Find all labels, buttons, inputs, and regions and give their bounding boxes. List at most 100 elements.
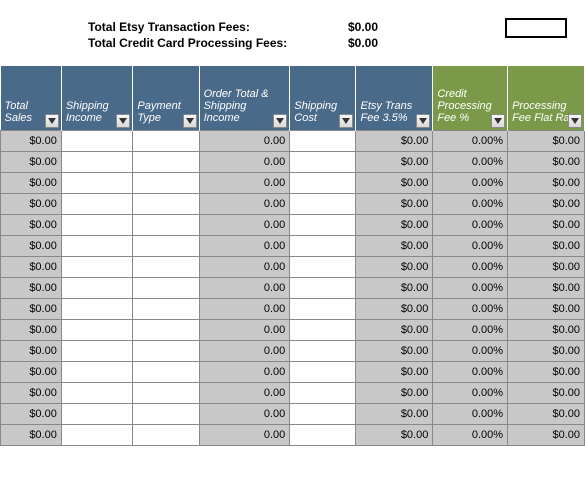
cell-total_sales[interactable]: $0.00 — [1, 361, 62, 382]
cell-order_total[interactable]: 0.00 — [199, 214, 290, 235]
filter-dropdown-icon[interactable] — [273, 114, 287, 128]
column-header-7[interactable]: Processing Fee Flat Rate — [508, 66, 585, 130]
cell-shipping_income[interactable] — [61, 214, 133, 235]
column-header-4[interactable]: Shipping Cost — [290, 66, 356, 130]
cell-total_sales[interactable]: $0.00 — [1, 256, 62, 277]
cell-cc_fee_flat[interactable]: $0.00 — [508, 319, 585, 340]
cell-cc_fee_flat[interactable]: $0.00 — [508, 424, 585, 445]
cell-total_sales[interactable]: $0.00 — [1, 151, 62, 172]
cell-order_total[interactable]: 0.00 — [199, 277, 290, 298]
cell-shipping_income[interactable] — [61, 277, 133, 298]
cell-shipping_cost[interactable] — [290, 403, 356, 424]
cell-cc_fee_flat[interactable]: $0.00 — [508, 361, 585, 382]
cell-total_sales[interactable]: $0.00 — [1, 193, 62, 214]
column-header-6[interactable]: Credit Processing Fee % — [433, 66, 508, 130]
column-header-0[interactable]: Total Sales — [1, 66, 62, 130]
cell-shipping_income[interactable] — [61, 340, 133, 361]
cell-shipping_income[interactable] — [61, 319, 133, 340]
cell-cc_fee_flat[interactable]: $0.00 — [508, 193, 585, 214]
cell-order_total[interactable]: 0.00 — [199, 256, 290, 277]
cell-order_total[interactable]: 0.00 — [199, 193, 290, 214]
cell-payment_type[interactable] — [133, 319, 199, 340]
cell-total_sales[interactable]: $0.00 — [1, 298, 62, 319]
cell-payment_type[interactable] — [133, 235, 199, 256]
filter-dropdown-icon[interactable] — [568, 114, 582, 128]
cell-etsy_fee[interactable]: $0.00 — [356, 361, 433, 382]
cell-payment_type[interactable] — [133, 151, 199, 172]
cell-shipping_income[interactable] — [61, 235, 133, 256]
cell-cc_fee_pct[interactable]: 0.00% — [433, 277, 508, 298]
cell-total_sales[interactable]: $0.00 — [1, 130, 62, 151]
cell-cc_fee_flat[interactable]: $0.00 — [508, 340, 585, 361]
filter-dropdown-icon[interactable] — [183, 114, 197, 128]
cell-total_sales[interactable]: $0.00 — [1, 214, 62, 235]
cell-payment_type[interactable] — [133, 424, 199, 445]
cell-shipping_cost[interactable] — [290, 382, 356, 403]
cell-payment_type[interactable] — [133, 382, 199, 403]
cell-shipping_cost[interactable] — [290, 361, 356, 382]
cell-cc_fee_pct[interactable]: 0.00% — [433, 340, 508, 361]
selected-cell-outline[interactable] — [505, 18, 567, 38]
cell-order_total[interactable]: 0.00 — [199, 298, 290, 319]
cell-shipping_cost[interactable] — [290, 340, 356, 361]
cell-payment_type[interactable] — [133, 214, 199, 235]
cell-shipping_cost[interactable] — [290, 235, 356, 256]
cell-cc_fee_flat[interactable]: $0.00 — [508, 298, 585, 319]
cell-payment_type[interactable] — [133, 403, 199, 424]
cell-payment_type[interactable] — [133, 172, 199, 193]
cell-payment_type[interactable] — [133, 130, 199, 151]
column-header-1[interactable]: Shipping Income — [61, 66, 133, 130]
cell-cc_fee_pct[interactable]: 0.00% — [433, 382, 508, 403]
cell-order_total[interactable]: 0.00 — [199, 235, 290, 256]
cell-etsy_fee[interactable]: $0.00 — [356, 424, 433, 445]
filter-dropdown-icon[interactable] — [45, 114, 59, 128]
cell-cc_fee_flat[interactable]: $0.00 — [508, 235, 585, 256]
cell-etsy_fee[interactable]: $0.00 — [356, 319, 433, 340]
cell-order_total[interactable]: 0.00 — [199, 172, 290, 193]
cell-shipping_income[interactable] — [61, 172, 133, 193]
cell-total_sales[interactable]: $0.00 — [1, 235, 62, 256]
cell-payment_type[interactable] — [133, 361, 199, 382]
cell-shipping_cost[interactable] — [290, 277, 356, 298]
cell-payment_type[interactable] — [133, 193, 199, 214]
cell-total_sales[interactable]: $0.00 — [1, 319, 62, 340]
cell-payment_type[interactable] — [133, 256, 199, 277]
cell-shipping_cost[interactable] — [290, 298, 356, 319]
cell-cc_fee_pct[interactable]: 0.00% — [433, 424, 508, 445]
cell-cc_fee_pct[interactable]: 0.00% — [433, 214, 508, 235]
cell-total_sales[interactable]: $0.00 — [1, 277, 62, 298]
cell-shipping_income[interactable] — [61, 361, 133, 382]
cell-cc_fee_flat[interactable]: $0.00 — [508, 277, 585, 298]
cell-shipping_cost[interactable] — [290, 214, 356, 235]
cell-etsy_fee[interactable]: $0.00 — [356, 382, 433, 403]
filter-dropdown-icon[interactable] — [491, 114, 505, 128]
cell-cc_fee_pct[interactable]: 0.00% — [433, 172, 508, 193]
cell-shipping_cost[interactable] — [290, 319, 356, 340]
cell-etsy_fee[interactable]: $0.00 — [356, 277, 433, 298]
cell-etsy_fee[interactable]: $0.00 — [356, 193, 433, 214]
cell-payment_type[interactable] — [133, 340, 199, 361]
cell-cc_fee_pct[interactable]: 0.00% — [433, 319, 508, 340]
cell-cc_fee_pct[interactable]: 0.00% — [433, 298, 508, 319]
cell-total_sales[interactable]: $0.00 — [1, 403, 62, 424]
cell-cc_fee_pct[interactable]: 0.00% — [433, 235, 508, 256]
cell-etsy_fee[interactable]: $0.00 — [356, 130, 433, 151]
cell-order_total[interactable]: 0.00 — [199, 130, 290, 151]
cell-cc_fee_pct[interactable]: 0.00% — [433, 130, 508, 151]
cell-shipping_income[interactable] — [61, 193, 133, 214]
cell-payment_type[interactable] — [133, 298, 199, 319]
cell-shipping_cost[interactable] — [290, 130, 356, 151]
cell-cc_fee_flat[interactable]: $0.00 — [508, 151, 585, 172]
cell-etsy_fee[interactable]: $0.00 — [356, 298, 433, 319]
cell-total_sales[interactable]: $0.00 — [1, 172, 62, 193]
cell-total_sales[interactable]: $0.00 — [1, 424, 62, 445]
cell-etsy_fee[interactable]: $0.00 — [356, 340, 433, 361]
cell-etsy_fee[interactable]: $0.00 — [356, 403, 433, 424]
column-header-2[interactable]: Payment Type — [133, 66, 199, 130]
cell-order_total[interactable]: 0.00 — [199, 424, 290, 445]
cell-shipping_cost[interactable] — [290, 256, 356, 277]
cell-cc_fee_pct[interactable]: 0.00% — [433, 361, 508, 382]
cell-order_total[interactable]: 0.00 — [199, 151, 290, 172]
cell-cc_fee_pct[interactable]: 0.00% — [433, 151, 508, 172]
cell-cc_fee_flat[interactable]: $0.00 — [508, 172, 585, 193]
